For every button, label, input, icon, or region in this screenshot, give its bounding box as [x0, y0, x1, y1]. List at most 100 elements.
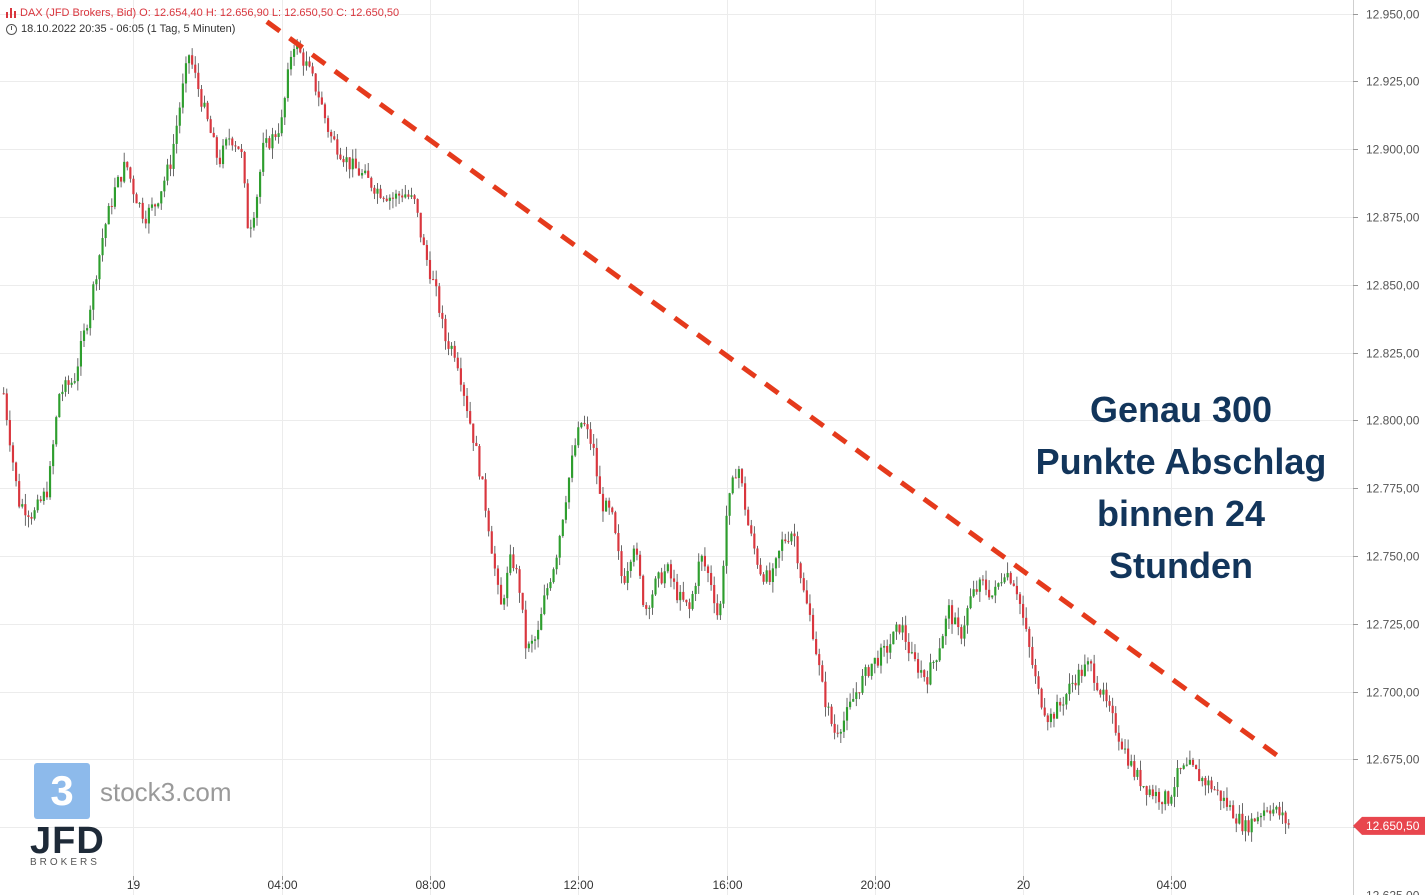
candle-up [1065, 694, 1068, 705]
candle-up [86, 328, 89, 331]
candle-down [1059, 701, 1062, 706]
candle-down [1111, 705, 1114, 714]
candle-down [212, 132, 215, 138]
candle-down [14, 462, 18, 482]
candle-up [107, 206, 110, 225]
candle-down [379, 188, 382, 198]
candle-up [98, 255, 101, 280]
candle-up [123, 161, 126, 182]
candle-down [496, 568, 500, 585]
candle-down [5, 393, 8, 421]
trendline-layer [265, 19, 1285, 762]
candle-up [719, 603, 722, 616]
clock-icon [6, 23, 17, 35]
candle-up [543, 595, 546, 614]
candle-up [901, 625, 904, 633]
candle-up [1185, 764, 1188, 766]
candle-up [184, 63, 188, 84]
candle-up [842, 720, 846, 732]
candle-up [1259, 815, 1263, 818]
candle-down [685, 599, 688, 603]
x-tick-label: 19 [127, 878, 141, 892]
candle-up [265, 138, 268, 143]
candle-down [1287, 823, 1290, 825]
candle-down [833, 723, 836, 733]
candle-up [1068, 683, 1071, 695]
annotation-line-2: Punkte Abschlag [1035, 441, 1327, 482]
candle-down [493, 553, 496, 569]
candle-down [793, 533, 796, 537]
candle-down [975, 589, 978, 592]
candle-down [401, 195, 404, 198]
candle-down [311, 66, 314, 74]
candle-down [1022, 603, 1025, 618]
candle-up [351, 158, 354, 170]
candle-down [428, 259, 432, 280]
candle-up [567, 477, 571, 503]
candle-down [342, 159, 345, 163]
candle-up [947, 605, 951, 619]
candle-up [697, 561, 700, 586]
candle-up [849, 701, 852, 708]
candle-down [200, 89, 203, 107]
candle-up [1130, 761, 1133, 766]
candle-up [938, 648, 941, 661]
candle-up [852, 698, 855, 702]
candle-up [920, 670, 923, 673]
candle-down [1046, 715, 1049, 723]
candle-down [209, 119, 212, 133]
candle-down [1028, 628, 1031, 647]
candle-up [910, 652, 913, 654]
candle-up [147, 207, 150, 224]
candle-down [398, 193, 401, 196]
candle-down [194, 64, 197, 73]
candle-up [345, 157, 348, 163]
y-tick-label: 12.800,00 [1366, 414, 1420, 428]
candle-up [1176, 768, 1179, 788]
candle-down [713, 584, 716, 604]
candle-down [323, 104, 327, 119]
candle-up [1102, 689, 1105, 695]
period-line: 18.10.2022 20:35 - 06:05 (1 Tag, 5 Minut… [6, 21, 399, 37]
candle-up [737, 469, 740, 478]
candle-down [135, 194, 138, 204]
candle-down [1210, 780, 1213, 790]
candle-down [592, 443, 595, 448]
candle-up [777, 550, 781, 559]
candle-up [870, 663, 873, 676]
candle-down [759, 564, 762, 575]
candle-up [546, 588, 549, 596]
annotation-line-1: Genau 300 [1089, 389, 1273, 430]
resistance-trendline [265, 19, 1285, 762]
candle-up [376, 188, 379, 194]
candle-down [438, 286, 441, 313]
candle-up [1006, 572, 1009, 578]
candle-up [404, 194, 407, 198]
candle-down [1167, 791, 1170, 804]
candle-down [67, 380, 70, 385]
candle-up [944, 618, 947, 637]
candle-down [1139, 769, 1142, 787]
candle-up [1170, 796, 1173, 804]
candle-down [923, 670, 926, 678]
candle-down [1114, 713, 1117, 733]
candle-down [623, 576, 626, 583]
candle-up [564, 502, 567, 520]
candle-up [935, 660, 938, 663]
candle-down [638, 554, 642, 576]
candle-up [790, 533, 793, 542]
candle-down [768, 570, 771, 582]
candle-up [249, 227, 252, 229]
candle-up [1062, 704, 1065, 706]
candle-down [191, 55, 194, 65]
candle-up [388, 197, 391, 201]
candle-down [682, 591, 685, 600]
candle-up [76, 366, 79, 382]
candle-down [762, 574, 765, 582]
candle-up [95, 279, 98, 285]
candle-down [416, 199, 419, 213]
candle-up [305, 61, 308, 66]
candle-down [367, 170, 370, 178]
candle-up [503, 598, 506, 605]
candle-up [954, 617, 957, 625]
